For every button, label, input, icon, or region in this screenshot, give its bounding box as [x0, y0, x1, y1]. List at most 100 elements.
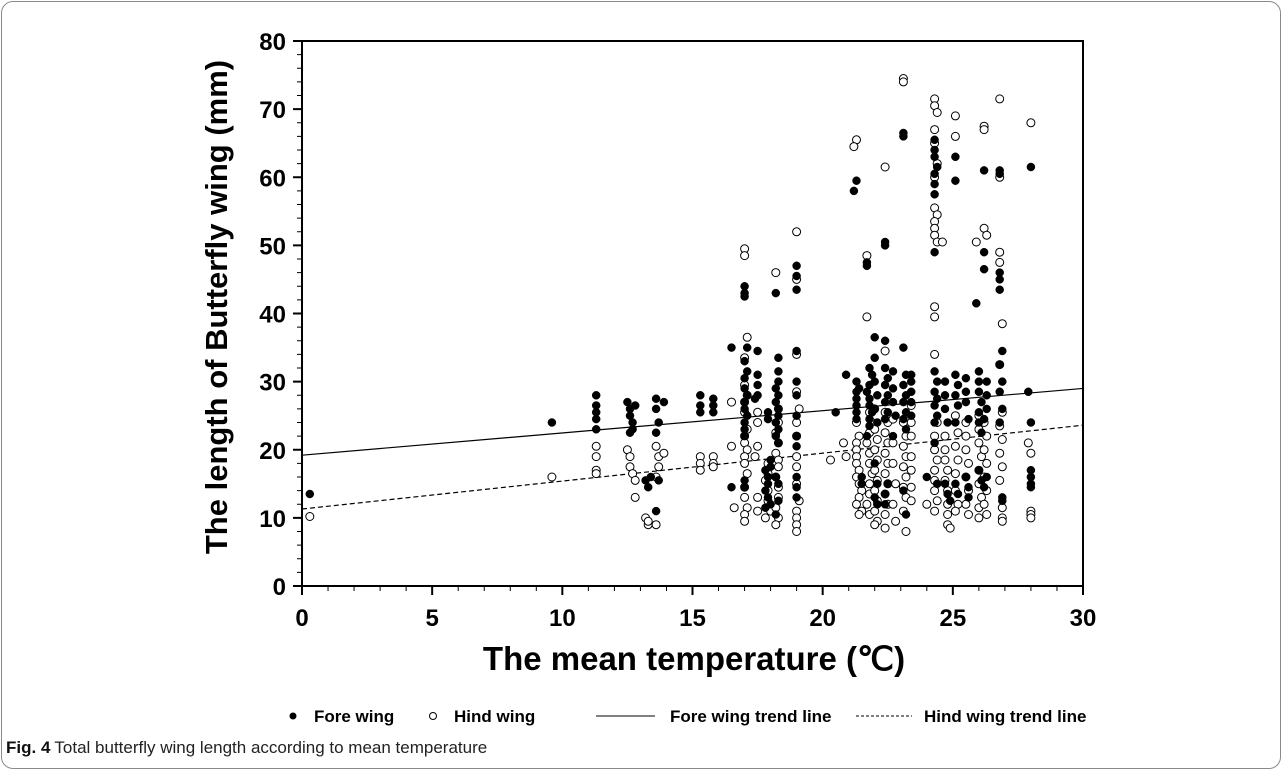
hind-wing-point	[625, 452, 635, 462]
fore-wing-point	[792, 442, 801, 451]
fore-wing-point	[951, 479, 960, 489]
hind-wing-points	[305, 74, 1036, 536]
hind-wing-point	[932, 496, 942, 506]
fore-wing-point	[1026, 418, 1036, 427]
figure-caption-text: Total butterfly wing length according to…	[54, 738, 488, 757]
fore-wing-point	[630, 401, 640, 410]
hind-wing-point	[906, 482, 916, 492]
hind-wing-point	[943, 465, 953, 475]
fore-wing-point	[964, 482, 973, 492]
hind-wing-point	[771, 268, 781, 278]
fore-wing-point	[742, 343, 752, 352]
y-tick-label: 50	[259, 233, 286, 260]
hind-wing-point	[964, 458, 973, 468]
hind-wing-point	[771, 520, 781, 530]
fore-wing-point	[646, 472, 656, 482]
fore-wing-point	[977, 428, 986, 437]
fore-wing-point	[995, 275, 1004, 284]
hind-wing-point	[659, 448, 669, 458]
y-tick-label: 20	[259, 438, 286, 465]
fore-wing-point	[792, 482, 801, 492]
fore-wing-point	[727, 343, 736, 352]
hind-wing-point	[750, 452, 760, 462]
legend-label-hind-wing-trend: Hind wing trend line	[924, 707, 1086, 726]
hind-wing-point	[591, 469, 601, 479]
fore-wing-point	[651, 404, 661, 414]
hind-wing-point	[1026, 118, 1036, 128]
fore-wing-point	[761, 503, 770, 512]
fore-wing-point	[727, 482, 736, 492]
hind-wing-point	[950, 441, 960, 451]
fore-wing-point	[940, 377, 950, 386]
hind-wing-point	[1026, 448, 1036, 458]
fore-wing-point	[901, 510, 911, 519]
fore-wing-point	[852, 176, 861, 185]
hind-wing-point	[940, 455, 950, 465]
fore-wing-point	[792, 431, 801, 441]
fore-wing-point	[792, 411, 801, 420]
hind-wing-point	[880, 523, 890, 533]
fore-wing-point	[792, 261, 801, 271]
fore-wing-point	[880, 397, 890, 407]
hind-wing-point	[971, 237, 981, 247]
hind-wing-point	[740, 251, 750, 261]
hind-wing-point	[870, 445, 880, 455]
hind-wing-point	[792, 227, 802, 237]
fore-wing-point	[998, 496, 1007, 506]
hind-wing-point	[901, 527, 911, 536]
hind-wing-point	[1023, 438, 1033, 448]
fore-wing-point	[974, 387, 984, 397]
fore-wing-point	[873, 479, 882, 489]
fore-wing-point	[625, 428, 635, 437]
fore-wing-point	[995, 360, 1004, 369]
hind-wing-point	[792, 462, 802, 472]
fore-wing-point	[883, 479, 893, 489]
hind-wing-point	[880, 428, 890, 438]
fore-wing-point	[930, 247, 939, 257]
fore-wing-point	[753, 380, 762, 390]
hind-wing-point	[852, 499, 861, 509]
hind-wing-point	[979, 125, 989, 135]
hind-wing-point	[727, 441, 736, 451]
legend-item-fore-wing: Fore wing	[289, 707, 394, 726]
fore-wing-point	[849, 186, 859, 196]
fore-wing-point	[1026, 482, 1036, 492]
fore-wing-point	[792, 346, 801, 356]
hind-wing-point	[792, 527, 802, 536]
fore-wing-point	[953, 401, 963, 410]
fore-wing-point	[945, 496, 955, 506]
fore-wing-point	[880, 500, 890, 509]
x-tick-label: 15	[679, 605, 706, 632]
hind-wing-point	[950, 131, 960, 141]
scatter-chart: 0 5 10 15 20 25 30 0 10 20 30 40 50 60 70 80 The mean …	[199, 29, 1096, 726]
hind-wing-point	[760, 513, 770, 523]
hind-wing-point	[953, 428, 963, 438]
fore-wing-point	[974, 367, 984, 376]
fore-wing-point	[974, 408, 984, 417]
hind-wing-point	[950, 111, 960, 121]
hind-wing-point	[854, 510, 864, 519]
fore-wing-point	[774, 479, 783, 489]
hind-wing-point	[753, 407, 763, 417]
hind-wing-point	[862, 312, 872, 322]
fore-wing-point	[873, 391, 882, 400]
fore-wing-point	[974, 377, 984, 386]
fore-wing-point	[709, 408, 718, 417]
fore-wing-point	[870, 377, 879, 386]
fore-wing-point	[831, 408, 840, 417]
fore-wing-point	[740, 373, 749, 383]
fore-wing-point	[899, 343, 908, 352]
hind-wing-point	[961, 431, 971, 441]
fore-wing-point	[740, 482, 749, 492]
hind-wing-point	[651, 520, 661, 530]
hind-wing-point	[995, 448, 1005, 458]
hind-wing-point	[695, 465, 705, 475]
hind-wing-point	[891, 516, 901, 526]
fore-wing-point	[870, 353, 879, 363]
fore-wing-point	[774, 367, 783, 376]
hind-wing-point	[997, 516, 1007, 526]
hind-wing-point	[773, 462, 783, 472]
x-axis-title: The mean temperature (℃)	[483, 640, 905, 677]
fore-wing-point	[951, 370, 960, 380]
